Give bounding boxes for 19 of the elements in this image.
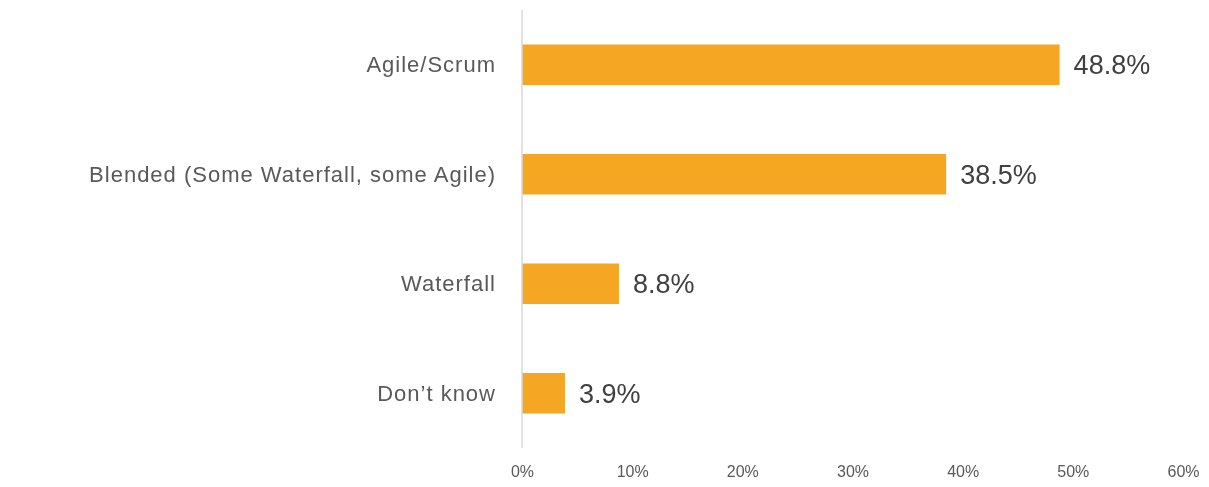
x-tick-label: 40% xyxy=(947,463,980,481)
bar xyxy=(522,153,947,195)
data-label: 8.8% xyxy=(632,269,695,300)
y-tick-label: Agile/Scrum xyxy=(366,52,496,78)
x-tick-label: 50% xyxy=(1057,463,1090,481)
data-label: 38.5% xyxy=(960,159,1037,190)
x-tick-label: 60% xyxy=(1167,463,1200,481)
bar xyxy=(522,263,619,305)
y-tick-label: Don’t know xyxy=(377,380,496,406)
x-tick-label: 10% xyxy=(616,463,649,481)
bar xyxy=(522,372,565,414)
bar xyxy=(522,44,1060,86)
data-label: 3.9% xyxy=(578,378,641,409)
x-tick-label: 20% xyxy=(726,463,759,481)
y-tick-label: Blended (Some Waterfall, some Agile) xyxy=(89,161,496,187)
x-tick-label: 30% xyxy=(836,463,870,481)
y-tick-label: Waterfall xyxy=(401,271,496,297)
x-tick-label: 0% xyxy=(510,463,535,481)
data-label: 48.8% xyxy=(1073,50,1151,81)
